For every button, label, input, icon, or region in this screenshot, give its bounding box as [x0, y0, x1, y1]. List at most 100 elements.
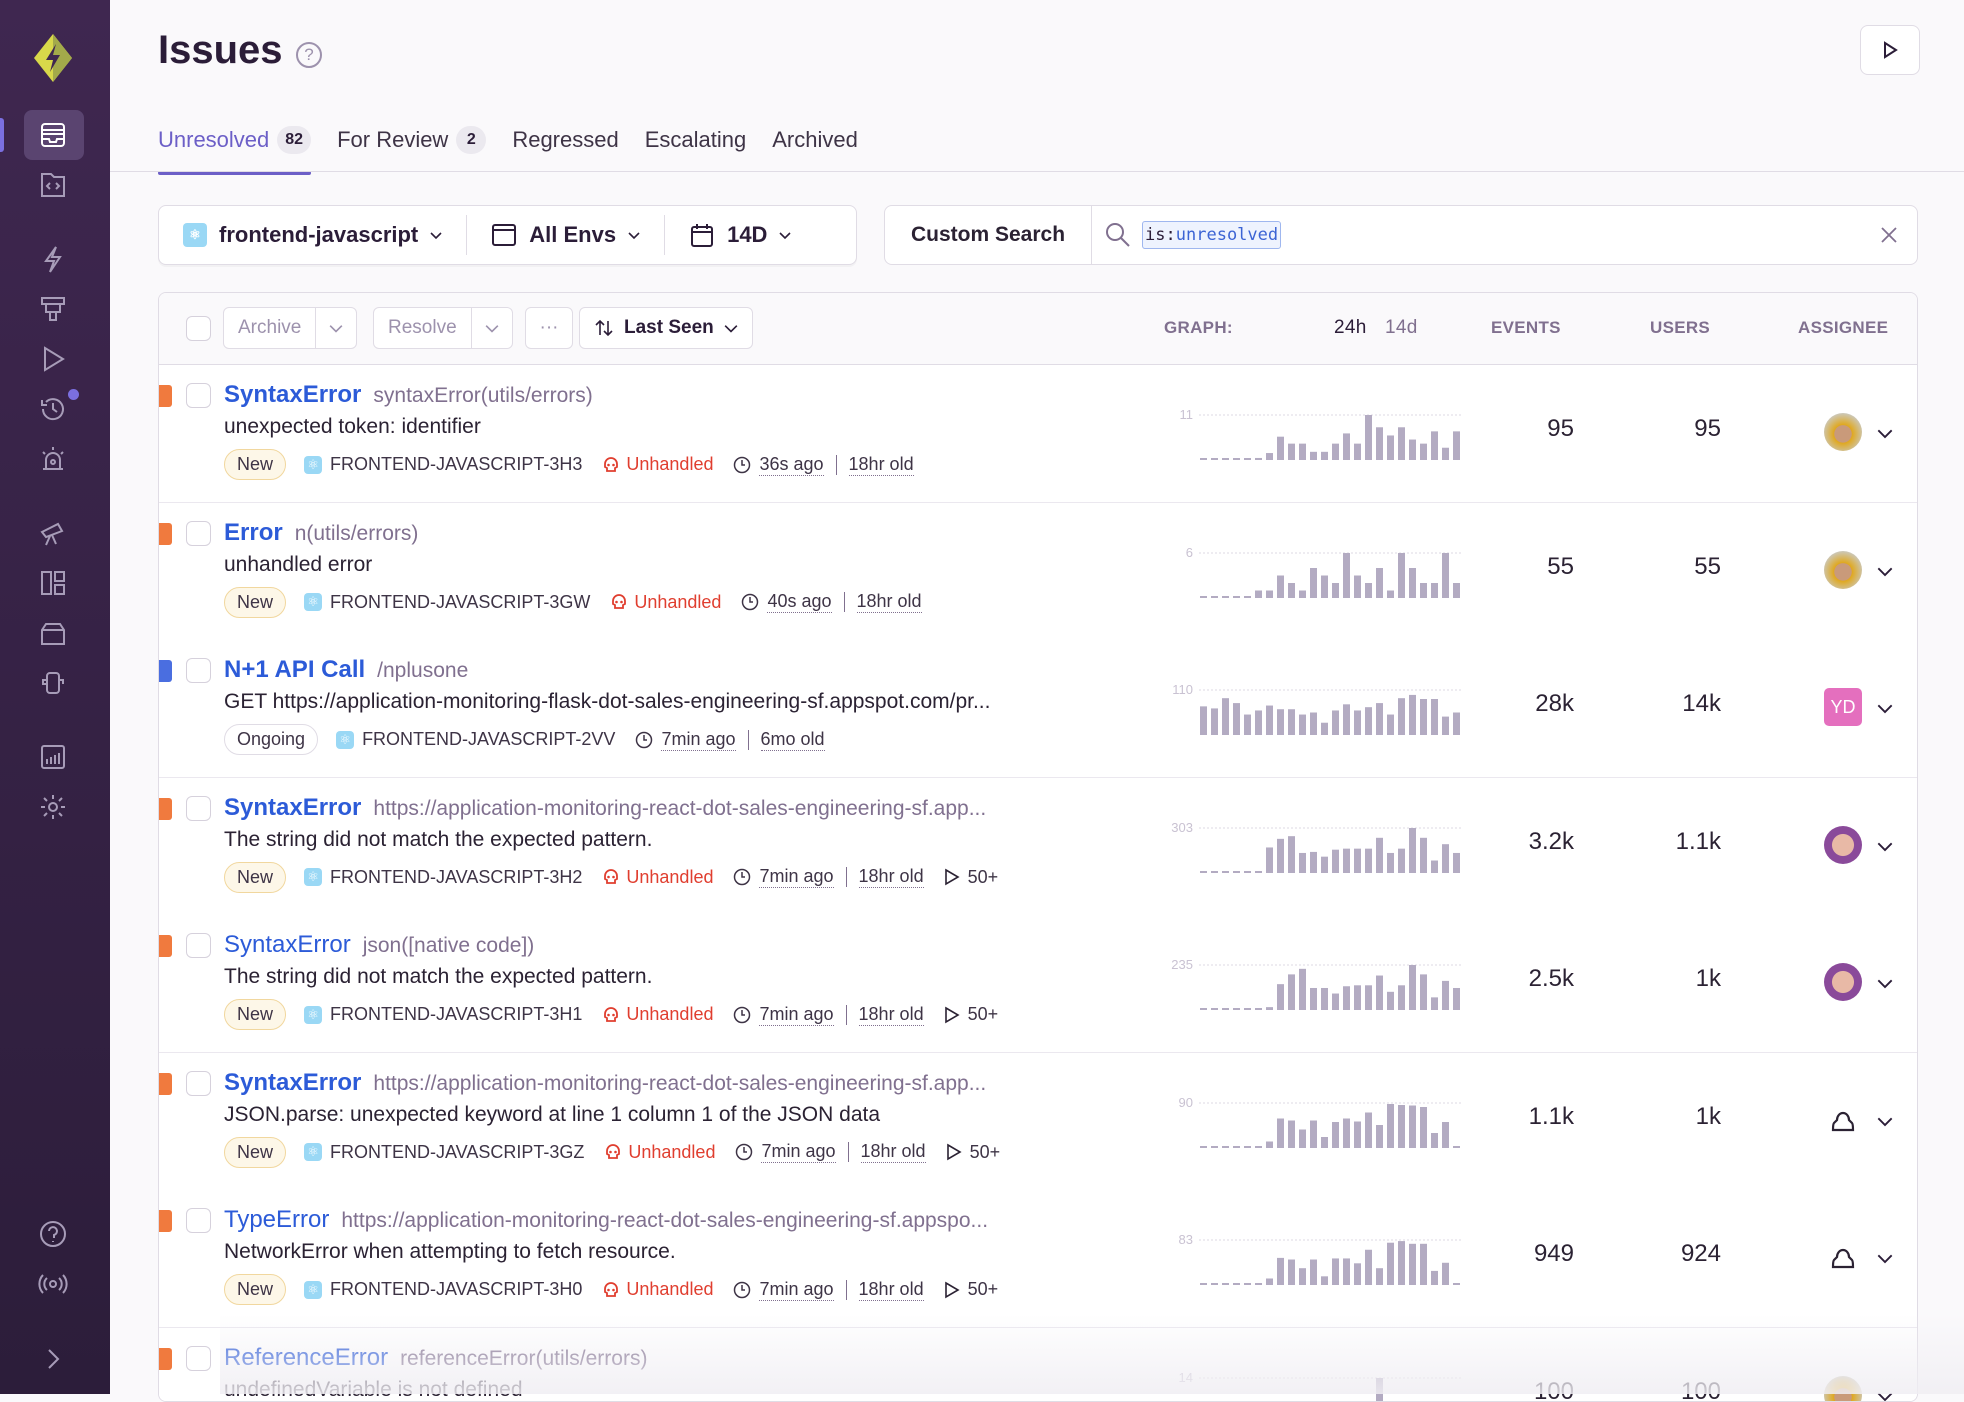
help-icon[interactable]	[35, 1216, 71, 1252]
search-token[interactable]: is:unresolved	[1142, 221, 1281, 249]
replays-count[interactable]: 50+	[944, 1279, 999, 1300]
first-seen-age[interactable]: 18hr old	[861, 1141, 926, 1163]
short-id[interactable]: FRONTEND-JAVASCRIPT-3GZ	[330, 1142, 584, 1163]
assignee-chevron-down-icon[interactable]	[1877, 563, 1893, 584]
short-id[interactable]: FRONTEND-JAVASCRIPT-3H0	[330, 1279, 582, 1300]
assignee-chevron-down-icon[interactable]	[1877, 1250, 1893, 1271]
issue-checkbox[interactable]	[186, 383, 211, 408]
first-seen-age[interactable]: 18hr old	[859, 866, 924, 888]
more-actions-button[interactable]: ···	[525, 307, 573, 349]
graph-14d-toggle[interactable]: 14d	[1385, 317, 1418, 339]
select-all-checkbox[interactable]	[186, 316, 211, 341]
broadcasts-icon[interactable]	[35, 1266, 71, 1302]
archive-button-group[interactable]: Archive	[223, 307, 357, 349]
issue-type[interactable]: SyntaxError	[224, 794, 361, 821]
issue-checkbox[interactable]	[186, 658, 211, 683]
assignee-chevron-down-icon[interactable]	[1877, 975, 1893, 996]
environment-selector[interactable]: All Envs	[467, 215, 665, 255]
play-button[interactable]	[1860, 25, 1920, 75]
issue-type[interactable]: SyntaxError	[224, 381, 361, 408]
unassigned-user-icon[interactable]	[1824, 1238, 1862, 1276]
issue-checkbox[interactable]	[186, 1346, 211, 1371]
assignee-chevron-down-icon[interactable]	[1877, 425, 1893, 446]
tab-archived[interactable]: Archived	[772, 122, 858, 158]
short-id[interactable]: FRONTEND-JAVASCRIPT-3H1	[330, 1004, 582, 1025]
short-id[interactable]: FRONTEND-JAVASCRIPT-3H2	[330, 867, 582, 888]
short-id[interactable]: FRONTEND-JAVASCRIPT-3H3	[330, 454, 582, 475]
releases-history-icon[interactable]	[35, 391, 71, 427]
issue-title[interactable]: N+1 API Call/nplusone	[224, 656, 468, 684]
issue-checkbox[interactable]	[186, 796, 211, 821]
assignee-avatar[interactable]	[1824, 963, 1862, 1001]
resolve-button-group[interactable]: Resolve	[373, 307, 513, 349]
issues-inbox-icon[interactable]	[35, 117, 71, 153]
assignee-chevron-down-icon[interactable]	[1877, 1113, 1893, 1134]
issue-row[interactable]: N+1 API Call/nplusone GET https://applic…	[159, 640, 1918, 778]
replays-count[interactable]: 50+	[944, 1004, 999, 1025]
issue-type[interactable]: TypeError	[224, 1206, 329, 1233]
last-seen[interactable]: 7min ago	[759, 1279, 833, 1301]
resolve-button[interactable]: Resolve	[374, 308, 472, 348]
archive-dropdown-chevron-icon[interactable]	[316, 321, 356, 335]
custom-search-button[interactable]: Custom Search	[885, 206, 1092, 264]
issue-type[interactable]: SyntaxError	[224, 1069, 361, 1096]
logo-icon[interactable]	[30, 32, 76, 84]
help-question-icon[interactable]: ?	[296, 42, 322, 68]
replays-icon[interactable]	[35, 341, 71, 377]
last-seen[interactable]: 7min ago	[759, 1004, 833, 1026]
issue-checkbox[interactable]	[186, 1071, 211, 1096]
feedback-headset-icon[interactable]	[35, 665, 71, 701]
last-seen[interactable]: 7min ago	[661, 729, 735, 751]
assignee-avatar[interactable]	[1824, 826, 1862, 864]
replays-count[interactable]: 50+	[944, 867, 999, 888]
first-seen-age[interactable]: 6mo old	[761, 729, 825, 751]
issue-checkbox[interactable]	[186, 521, 211, 546]
last-seen[interactable]: 7min ago	[761, 1141, 835, 1163]
clear-search-close-icon[interactable]	[1879, 225, 1899, 245]
first-seen-age[interactable]: 18hr old	[859, 1279, 924, 1301]
project-selector[interactable]: ⚛frontend-javascript	[159, 215, 467, 255]
alerts-siren-icon[interactable]	[35, 441, 71, 477]
replays-count[interactable]: 50+	[946, 1142, 1001, 1163]
tab-regressed[interactable]: Regressed	[512, 122, 618, 158]
last-seen[interactable]: 36s ago	[759, 454, 823, 476]
resolve-dropdown-chevron-icon[interactable]	[472, 321, 512, 335]
first-seen-age[interactable]: 18hr old	[849, 454, 914, 476]
expand-sidebar-chevron-icon[interactable]	[35, 1341, 71, 1377]
assignee-chevron-down-icon[interactable]	[1877, 838, 1893, 859]
sort-button[interactable]: Last Seen	[579, 307, 753, 349]
assignee-avatar[interactable]: YD	[1824, 688, 1862, 726]
settings-gear-icon[interactable]	[35, 789, 71, 825]
short-id[interactable]: FRONTEND-JAVASCRIPT-2VV	[362, 729, 615, 750]
issue-type[interactable]: Error	[224, 519, 283, 546]
discover-telescope-icon[interactable]	[35, 515, 71, 551]
short-id[interactable]: FRONTEND-JAVASCRIPT-3GW	[330, 592, 590, 613]
issue-checkbox[interactable]	[186, 933, 211, 958]
stats-chart-icon[interactable]	[35, 739, 71, 775]
profiling-icon[interactable]	[35, 291, 71, 327]
issue-checkbox[interactable]	[186, 1208, 211, 1233]
assignee-chevron-down-icon[interactable]	[1877, 700, 1893, 721]
date-range-selector[interactable]: 14D	[665, 215, 815, 255]
dashboards-icon[interactable]	[35, 565, 71, 601]
projects-folder-icon[interactable]	[35, 167, 71, 203]
issue-type[interactable]: SyntaxError	[224, 931, 351, 958]
stats-storage-icon[interactable]	[35, 615, 71, 651]
performance-icon[interactable]	[35, 241, 71, 277]
tab-escalating[interactable]: Escalating	[645, 122, 747, 158]
graph-24h-toggle[interactable]: 24h	[1334, 317, 1367, 339]
